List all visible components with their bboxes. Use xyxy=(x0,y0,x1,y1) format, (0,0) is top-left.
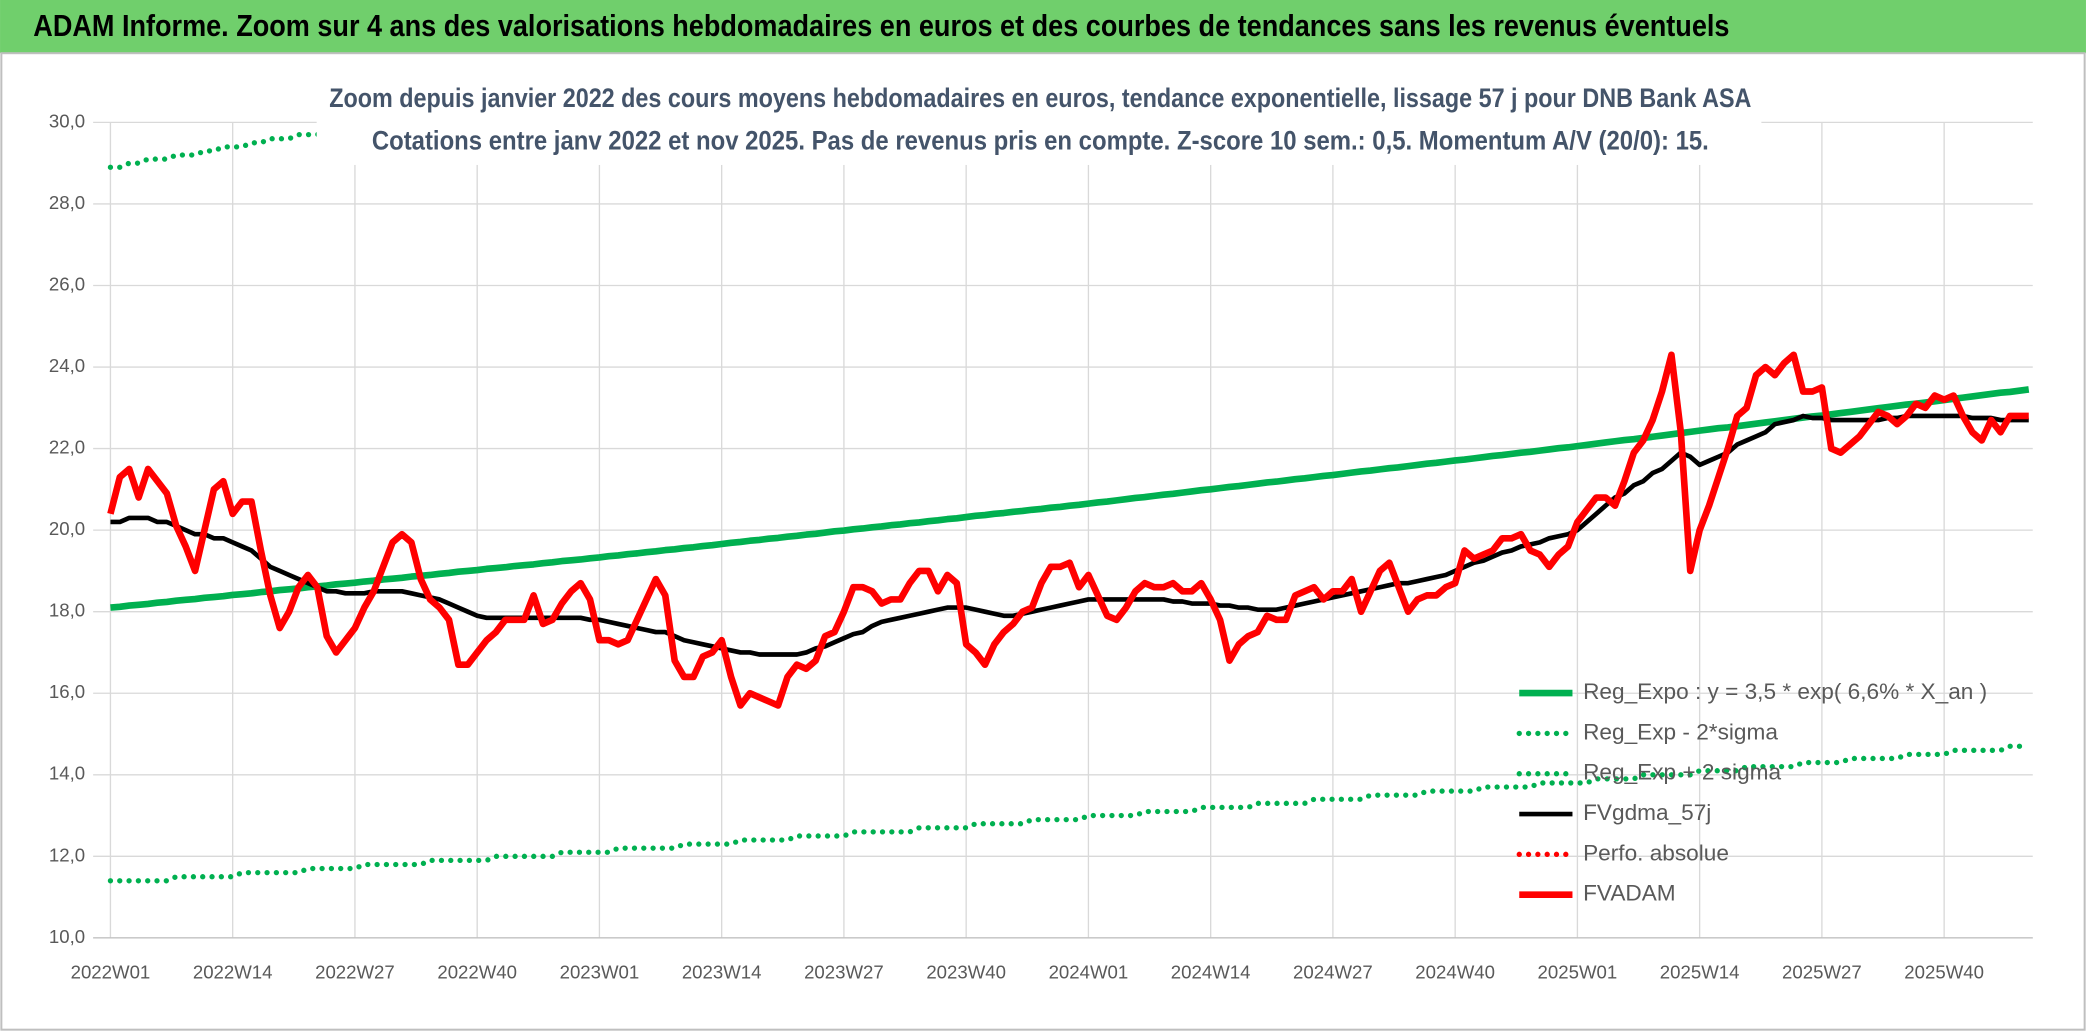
subtitle-box xyxy=(316,77,1762,165)
x-tick-label: 2023W01 xyxy=(560,962,640,983)
y-tick-label: 16,0 xyxy=(49,681,85,702)
y-tick-label: 26,0 xyxy=(49,273,85,294)
x-tick-label: 2023W40 xyxy=(926,962,1006,983)
y-tick-label: 30,0 xyxy=(49,110,85,131)
x-tick-label: 2025W14 xyxy=(1660,962,1740,983)
series-line xyxy=(110,386,2030,611)
y-tick-label: 10,0 xyxy=(49,926,85,947)
title-bar xyxy=(0,0,2086,54)
x-tick-label: 2024W01 xyxy=(1049,962,1129,983)
y-tick-label: 24,0 xyxy=(49,355,85,376)
y-tick-label: 28,0 xyxy=(49,192,85,213)
y-tick-label: 22,0 xyxy=(49,437,85,458)
x-tick-label: 2024W14 xyxy=(1171,962,1251,983)
x-tick-label: 2023W14 xyxy=(682,962,762,983)
y-tick-label: 12,0 xyxy=(49,844,85,865)
x-tick-label: 2022W27 xyxy=(315,962,395,983)
legend-label: FVgdma_57j xyxy=(1583,800,1711,825)
x-tick-label: 2025W27 xyxy=(1782,962,1862,983)
legend-label: Reg_Expo : y = 3,5 * exp( 6,6% * X_an ) xyxy=(1583,679,1987,704)
chart-title: ADAM Informe. Zoom sur 4 ans des valoris… xyxy=(33,9,1729,43)
x-tick-label: 2025W01 xyxy=(1538,962,1618,983)
series-line xyxy=(107,351,2029,709)
subtitle: Cotations entre janv 2022 et nov 2025. P… xyxy=(372,125,1709,155)
x-tick-label: 2024W27 xyxy=(1293,962,1373,983)
chart-frame xyxy=(0,52,2086,1031)
legend-label: FVADAM xyxy=(1583,881,1676,906)
legend-label: Perfo. absolue xyxy=(1583,840,1729,865)
legend-label: Reg_Exp + 2 sigma xyxy=(1583,760,1781,785)
y-tick-label: 18,0 xyxy=(49,600,85,621)
x-tick-label: 2023W27 xyxy=(804,962,884,983)
y-tick-label: 20,0 xyxy=(49,518,85,539)
subtitle: Zoom depuis janvier 2022 des cours moyen… xyxy=(329,83,1751,113)
legend-label: Reg_Exp - 2*sigma xyxy=(1583,719,1778,744)
x-tick-label: 2022W40 xyxy=(437,962,517,983)
x-tick-label: 2022W01 xyxy=(71,962,151,983)
series-line xyxy=(107,743,2032,884)
x-tick-label: 2024W40 xyxy=(1415,962,1495,983)
x-tick-label: 2022W14 xyxy=(193,962,273,983)
x-tick-label: 2025W40 xyxy=(1904,962,1984,983)
y-tick-label: 14,0 xyxy=(49,763,85,784)
